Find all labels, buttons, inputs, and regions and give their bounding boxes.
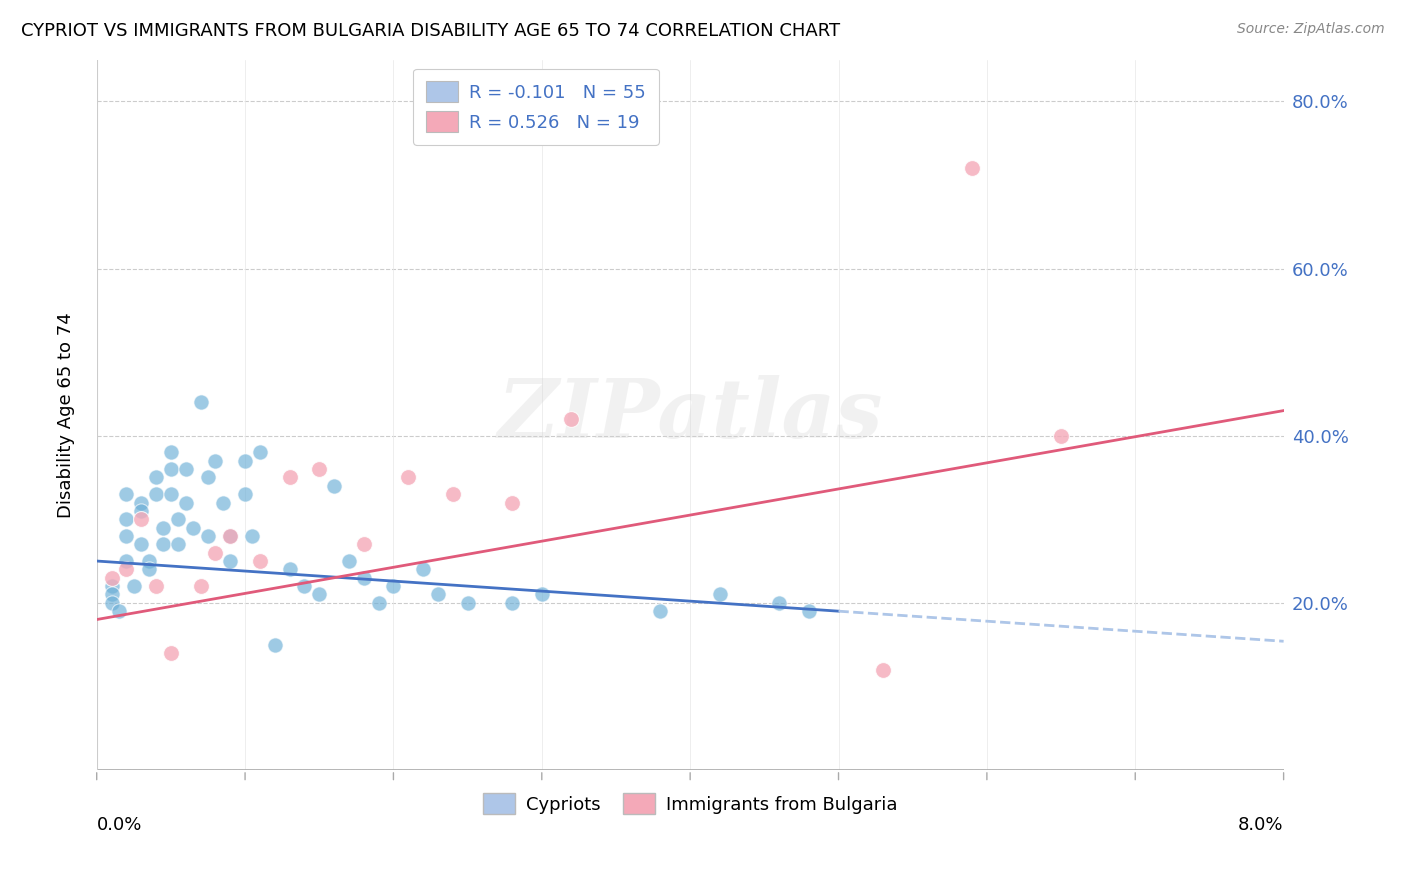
- Point: [129, 537, 152, 551]
- Point: [167, 537, 190, 551]
- Point: [441, 487, 464, 501]
- Point: [650, 604, 672, 618]
- Point: [233, 487, 256, 501]
- Point: [219, 554, 242, 568]
- Point: [204, 546, 226, 560]
- Point: [501, 495, 523, 509]
- Point: [294, 579, 316, 593]
- Point: [115, 529, 138, 543]
- Point: [219, 529, 242, 543]
- Point: [211, 495, 233, 509]
- Point: [152, 537, 174, 551]
- Point: [160, 445, 183, 459]
- Point: [308, 462, 330, 476]
- Point: [337, 554, 360, 568]
- Point: [145, 470, 167, 484]
- Point: [426, 587, 449, 601]
- Point: [367, 596, 389, 610]
- Point: [768, 596, 790, 610]
- Point: [115, 554, 138, 568]
- Point: [353, 571, 375, 585]
- Point: [129, 512, 152, 526]
- Point: [167, 512, 190, 526]
- Point: [152, 520, 174, 534]
- Point: [129, 504, 152, 518]
- Point: [457, 596, 479, 610]
- Point: [129, 495, 152, 509]
- Point: [353, 537, 375, 551]
- Point: [560, 412, 582, 426]
- Point: [197, 529, 219, 543]
- Legend: Cypriots, Immigrants from Bulgaria: Cypriots, Immigrants from Bulgaria: [472, 782, 908, 825]
- Point: [242, 529, 264, 543]
- Point: [233, 454, 256, 468]
- Point: [249, 554, 271, 568]
- Point: [190, 395, 212, 409]
- Point: [323, 479, 346, 493]
- Point: [1050, 428, 1073, 442]
- Point: [960, 161, 983, 176]
- Point: [204, 454, 226, 468]
- Point: [138, 554, 160, 568]
- Point: [160, 487, 183, 501]
- Point: [145, 487, 167, 501]
- Point: [797, 604, 820, 618]
- Point: [115, 512, 138, 526]
- Text: 8.0%: 8.0%: [1239, 816, 1284, 834]
- Text: CYPRIOT VS IMMIGRANTS FROM BULGARIA DISABILITY AGE 65 TO 74 CORRELATION CHART: CYPRIOT VS IMMIGRANTS FROM BULGARIA DISA…: [21, 22, 841, 40]
- Point: [308, 587, 330, 601]
- Point: [138, 562, 160, 576]
- Point: [160, 462, 183, 476]
- Point: [174, 495, 197, 509]
- Point: [181, 520, 204, 534]
- Text: 0.0%: 0.0%: [97, 816, 142, 834]
- Point: [115, 487, 138, 501]
- Point: [100, 587, 122, 601]
- Point: [100, 571, 122, 585]
- Point: [197, 470, 219, 484]
- Point: [278, 562, 301, 576]
- Point: [872, 663, 894, 677]
- Text: Source: ZipAtlas.com: Source: ZipAtlas.com: [1237, 22, 1385, 37]
- Text: ZIPatlas: ZIPatlas: [498, 375, 883, 455]
- Point: [160, 646, 183, 660]
- Point: [219, 529, 242, 543]
- Point: [382, 579, 405, 593]
- Point: [115, 562, 138, 576]
- Point: [145, 579, 167, 593]
- Point: [100, 579, 122, 593]
- Point: [412, 562, 434, 576]
- Point: [174, 462, 197, 476]
- Point: [530, 587, 553, 601]
- Point: [396, 470, 419, 484]
- Point: [100, 596, 122, 610]
- Point: [501, 596, 523, 610]
- Point: [108, 604, 131, 618]
- Point: [190, 579, 212, 593]
- Point: [249, 445, 271, 459]
- Point: [263, 638, 285, 652]
- Y-axis label: Disability Age 65 to 74: Disability Age 65 to 74: [58, 312, 75, 517]
- Point: [278, 470, 301, 484]
- Point: [122, 579, 145, 593]
- Point: [709, 587, 731, 601]
